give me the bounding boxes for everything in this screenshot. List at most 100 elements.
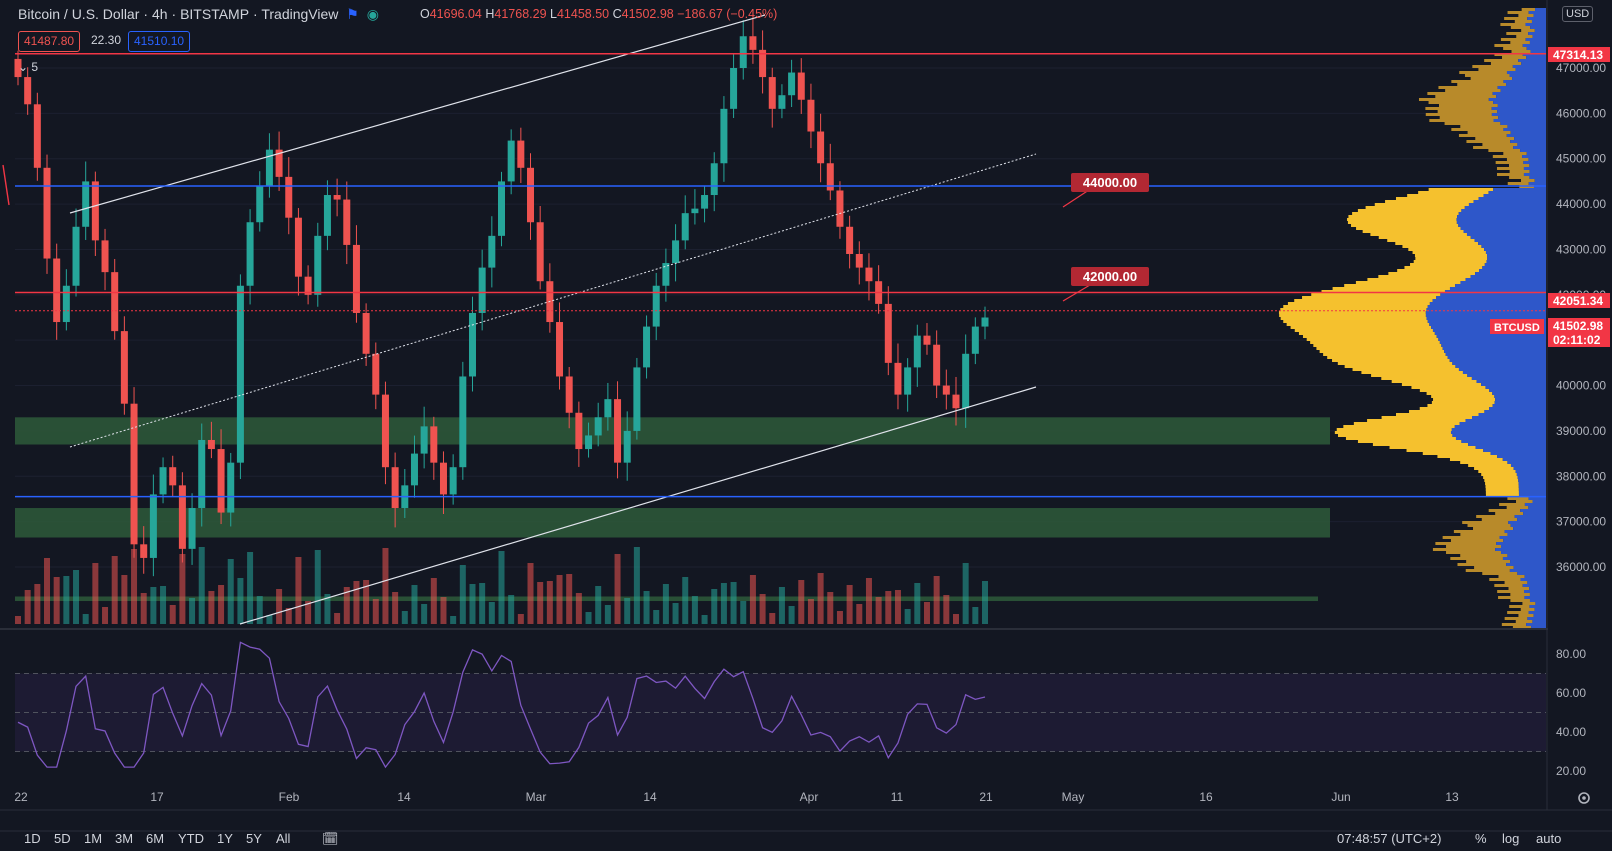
vp-bar-down bbox=[1447, 356, 1546, 359]
timeframe-1m[interactable]: 1M bbox=[84, 831, 103, 846]
candle bbox=[236, 285, 244, 463]
date-range-icon[interactable]: 🗓 bbox=[322, 831, 339, 846]
vp-bar-down bbox=[1503, 80, 1546, 83]
vp-bar-down bbox=[1445, 353, 1546, 356]
vp-bar-up bbox=[1457, 83, 1507, 86]
trend-lines bbox=[69, 14, 1037, 625]
vp-bar-up bbox=[1437, 455, 1498, 458]
auto-toggle[interactable]: auto bbox=[1536, 831, 1562, 846]
volume-bar bbox=[856, 604, 863, 624]
vp-bar-down bbox=[1507, 533, 1546, 536]
volume-bar bbox=[363, 580, 370, 624]
buy-price-button[interactable]: 41510.10 bbox=[128, 31, 191, 52]
vp-bar-up bbox=[1387, 239, 1475, 242]
price-tick: 37000.00 bbox=[1556, 515, 1606, 529]
vp-bar-up bbox=[1429, 119, 1494, 122]
vp-bar-up bbox=[1470, 77, 1513, 80]
symbol-header[interactable]: Bitcoin / U.S. Dollar · 4h · BITSTAMP · Tra… bbox=[18, 6, 379, 22]
vp-bar-down bbox=[1464, 206, 1546, 209]
vp-bar-up bbox=[1344, 284, 1456, 287]
vp-bar-down bbox=[1530, 50, 1546, 53]
vp-bar-down bbox=[1510, 140, 1546, 143]
vp-bar-down bbox=[1471, 377, 1546, 380]
vp-bar-up bbox=[1504, 17, 1528, 20]
vp-bar-down bbox=[1489, 389, 1546, 392]
currency-select[interactable]: USD bbox=[1562, 6, 1594, 22]
timeframe-5d[interactable]: 5D bbox=[54, 831, 71, 846]
vp-bar-up bbox=[1378, 236, 1471, 239]
settings-gear-icon[interactable] bbox=[1578, 792, 1590, 804]
vp-bar-up bbox=[1401, 383, 1482, 386]
vp-bar-up bbox=[1357, 209, 1462, 212]
candle bbox=[604, 399, 612, 418]
vp-bar-up bbox=[1425, 107, 1492, 110]
clock-readout[interactable]: 07:48:57 (UTC+2) bbox=[1337, 831, 1442, 846]
volume-bar bbox=[508, 595, 515, 624]
vp-bar-down bbox=[1497, 86, 1546, 89]
candle bbox=[53, 258, 61, 323]
candle bbox=[362, 312, 370, 354]
volume-bar bbox=[256, 596, 263, 624]
vp-bar-up bbox=[1492, 155, 1523, 158]
price-tick: 44000.00 bbox=[1556, 197, 1606, 211]
vp-bar-up bbox=[1485, 485, 1519, 488]
rsi-axis: 20.00 40.00 60.00 80.00 bbox=[1556, 647, 1586, 778]
timeframe-6m[interactable]: 6M bbox=[146, 831, 165, 846]
vp-bar-up bbox=[1483, 476, 1518, 479]
vp-bar-up bbox=[1412, 251, 1486, 254]
vp-bar-down bbox=[1460, 227, 1546, 230]
candle bbox=[797, 72, 805, 100]
vp-bar-down bbox=[1456, 221, 1546, 224]
timeframe-all[interactable]: All bbox=[276, 831, 291, 846]
log-toggle[interactable]: log bbox=[1502, 831, 1520, 846]
vp-bar-up bbox=[1495, 512, 1524, 515]
timeframe-1d[interactable]: 1D bbox=[24, 831, 41, 846]
percent-toggle[interactable]: % bbox=[1475, 831, 1487, 846]
vp-bar-down bbox=[1508, 521, 1546, 524]
price-badge bbox=[1548, 293, 1610, 308]
annotation-42000[interactable]: 42000.00 bbox=[1062, 267, 1149, 302]
vp-bar-down bbox=[1526, 152, 1546, 155]
time-tick: 11 bbox=[891, 790, 904, 804]
vp-bar-down bbox=[1449, 287, 1546, 290]
vp-bar-down bbox=[1467, 374, 1546, 377]
candle bbox=[643, 326, 651, 368]
time-tick: Apr bbox=[800, 790, 819, 804]
candle bbox=[556, 322, 564, 377]
volume-bar bbox=[517, 614, 524, 624]
vp-bar-up bbox=[1435, 542, 1497, 545]
vp-bar-down bbox=[1482, 266, 1546, 269]
volume-bar bbox=[459, 565, 466, 624]
vp-bar-up bbox=[1425, 113, 1492, 116]
interval-label[interactable]: 4h bbox=[151, 6, 168, 22]
vp-bar-down bbox=[1533, 614, 1546, 617]
vp-bar-down bbox=[1518, 59, 1546, 62]
timeframe-ytd[interactable]: YTD bbox=[178, 831, 204, 846]
candle bbox=[459, 376, 467, 468]
vp-bar-up bbox=[1458, 134, 1507, 137]
flag-icon[interactable]: ⚑ bbox=[346, 6, 359, 22]
timeframe-1y[interactable]: 1Y bbox=[217, 831, 233, 846]
vp-bar-up bbox=[1522, 602, 1536, 605]
indicators-toggle[interactable]: ⌄ 5 bbox=[18, 60, 38, 74]
sell-price-button[interactable]: 41487.80 bbox=[18, 31, 81, 52]
timeframe-5y[interactable]: 5Y bbox=[246, 831, 262, 846]
vp-bar-down bbox=[1489, 407, 1546, 410]
annotation-44000[interactable]: 44000.00 bbox=[1062, 173, 1149, 208]
chevron-down-icon: ⌄ bbox=[18, 60, 29, 74]
vp-bar-down bbox=[1478, 242, 1546, 245]
volume-bar bbox=[53, 577, 60, 624]
vp-bar-up bbox=[1507, 611, 1529, 614]
volume-bar bbox=[111, 556, 118, 624]
indicators-count: 5 bbox=[31, 60, 39, 74]
vp-bar-down bbox=[1497, 104, 1546, 107]
vp-bar-up bbox=[1287, 302, 1430, 305]
timeframe-3m[interactable]: 3M bbox=[115, 831, 134, 846]
vp-bar-down bbox=[1442, 347, 1546, 350]
vp-bar-up bbox=[1439, 116, 1499, 119]
vp-bar-down bbox=[1498, 116, 1546, 119]
vp-bar-up bbox=[1445, 89, 1501, 92]
candle bbox=[62, 285, 70, 323]
vp-bar-up bbox=[1474, 566, 1514, 569]
